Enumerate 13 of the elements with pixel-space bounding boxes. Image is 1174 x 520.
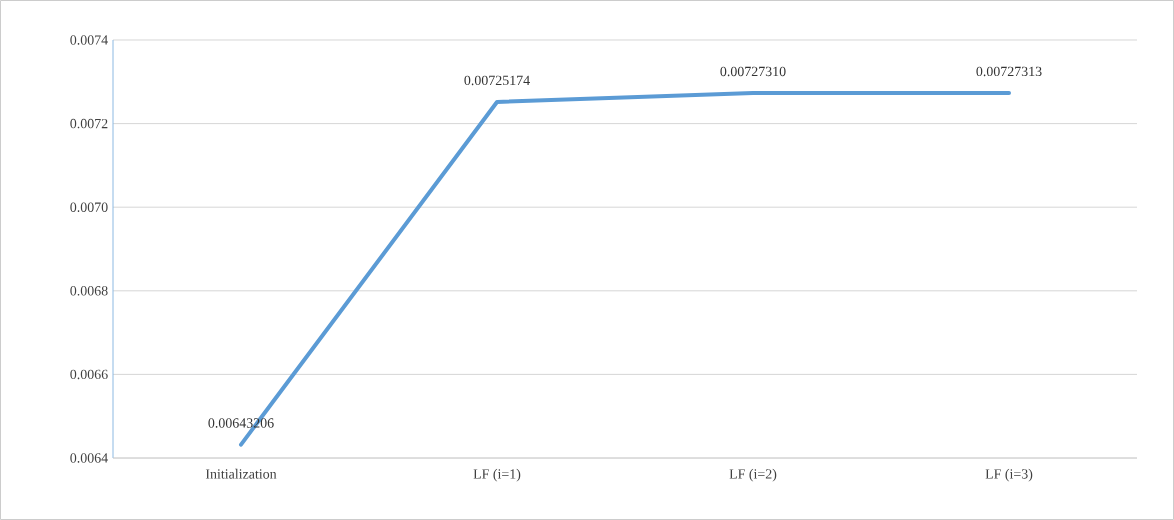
x-tick-label: LF (i=3) [985, 468, 1033, 482]
data-label: 0.00727313 [976, 66, 1042, 77]
data-label: 0.00725174 [464, 75, 530, 86]
y-tick-label: 0.0068 [70, 286, 108, 296]
y-tick-label: 0.0064 [70, 453, 108, 463]
data-label: 0.00727310 [720, 66, 786, 77]
x-tick-label: Initialization [205, 468, 277, 479]
y-tick-label: 0.0070 [70, 202, 108, 212]
x-tick-label: LF (i=1) [473, 468, 521, 482]
y-tick-label: 0.0072 [70, 118, 108, 129]
y-tick-label: 0.0066 [70, 369, 108, 380]
x-tick-label: LF (i=2) [729, 468, 777, 482]
y-tick-label: 0.0074 [70, 35, 108, 45]
